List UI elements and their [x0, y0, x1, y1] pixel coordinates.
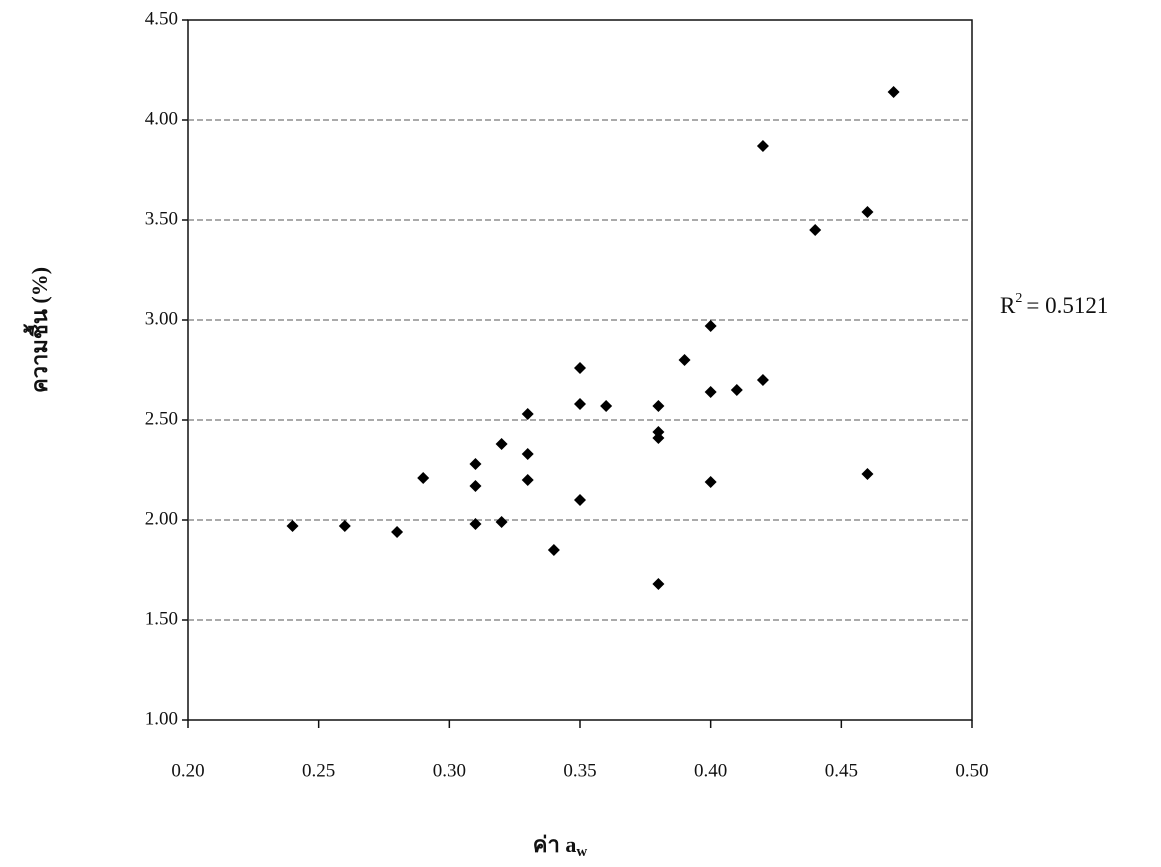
y-tick-label: 1.00 [145, 708, 178, 729]
y-axis-label: ความชื้น (%) [23, 267, 52, 393]
x-axis-label-main: ค่า a [533, 832, 577, 857]
x-axis-label-sub: w [576, 844, 587, 860]
data-point [730, 384, 743, 396]
x-tick-label: 0.40 [694, 760, 727, 781]
y-tick-label: 3.50 [145, 208, 178, 229]
data-point [574, 362, 586, 374]
data-point [861, 468, 874, 480]
data-point [704, 320, 717, 332]
r-value: = 0.5121 [1026, 293, 1108, 318]
data-point [469, 458, 482, 470]
x-tick-label: 0.20 [171, 760, 204, 781]
data-point [391, 526, 404, 538]
data-point [469, 518, 482, 530]
x-tick-label: 0.45 [825, 760, 858, 781]
data-point [574, 494, 586, 506]
data-point [495, 516, 508, 528]
r-letter: R [1000, 293, 1016, 318]
data-point [521, 448, 534, 460]
data-point [652, 432, 665, 444]
x-tick-label: 0.35 [563, 760, 596, 781]
y-tick-label: 2.50 [145, 408, 178, 429]
data-point [574, 398, 586, 410]
data-point [756, 374, 769, 386]
data-point [704, 476, 717, 488]
data-point [809, 224, 822, 236]
r-sup: 2 [1015, 291, 1022, 306]
data-point [756, 140, 769, 152]
r-squared: R2 = 0.5121 [1000, 291, 1108, 318]
y-tick-label: 4.00 [145, 108, 178, 129]
x-tick-label: 0.50 [955, 760, 988, 781]
data-point [887, 86, 900, 98]
data-point [469, 480, 482, 492]
y-tick-label: 4.50 [145, 8, 178, 29]
data-point [678, 354, 691, 366]
y-tick-label: 2.00 [145, 508, 178, 529]
data-point [521, 474, 534, 486]
data-point [600, 400, 613, 412]
data-point [652, 578, 665, 590]
x-tick-label: 0.30 [433, 760, 466, 781]
data-point [286, 520, 299, 532]
data-point [547, 544, 560, 556]
y-tick-label: 3.00 [145, 308, 178, 329]
y-tick-label: 1.50 [145, 608, 178, 629]
data-point [338, 520, 351, 532]
data-point [417, 472, 430, 484]
x-axis-label: ค่า aw [533, 832, 588, 860]
data-point [861, 206, 874, 218]
data-point [704, 386, 717, 398]
data-point [521, 408, 534, 420]
data-point [495, 438, 508, 450]
x-tick-label: 0.25 [302, 760, 335, 781]
data-point [652, 400, 665, 412]
